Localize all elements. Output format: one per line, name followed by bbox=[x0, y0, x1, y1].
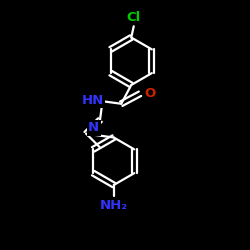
Text: NH₂: NH₂ bbox=[100, 199, 128, 212]
Text: O: O bbox=[144, 87, 156, 100]
Text: N: N bbox=[88, 121, 99, 134]
Text: HN: HN bbox=[82, 94, 104, 107]
Text: Cl: Cl bbox=[127, 11, 141, 24]
